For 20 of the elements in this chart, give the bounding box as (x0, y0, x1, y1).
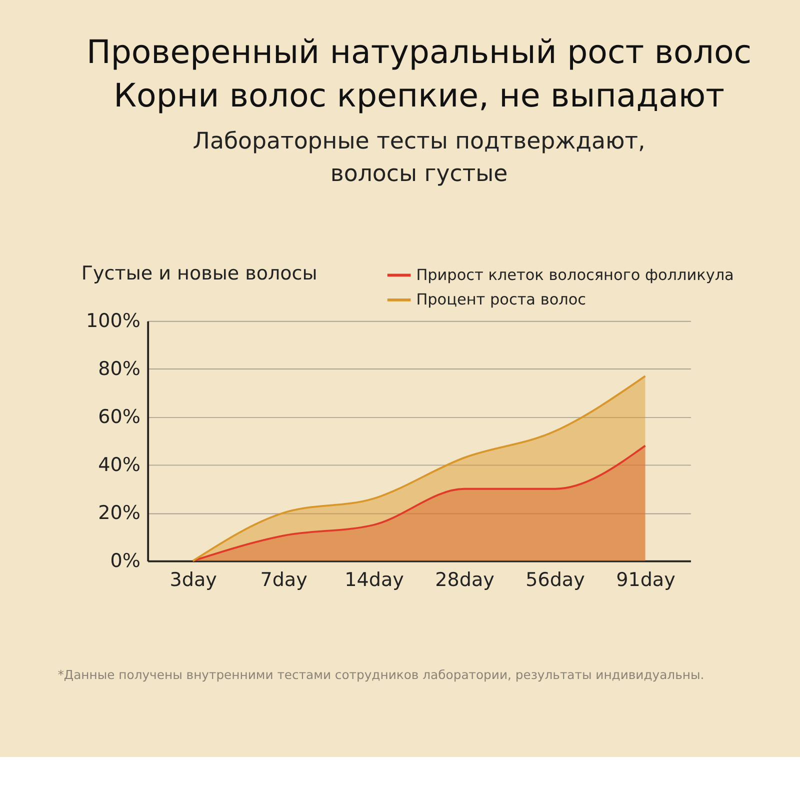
y-tick-label: 20% (98, 502, 140, 524)
x-tick-label: 3day (170, 569, 217, 592)
x-tick-label: 91day (616, 569, 676, 592)
y-tick-label: 80% (98, 358, 140, 380)
x-tick-label: 14day (344, 569, 404, 592)
y-tick-label: 100% (86, 310, 140, 332)
text: *Данные получены внутренними тестами сотрудников лаборатории, результаты индивидуальны. (58, 668, 704, 682)
y-tick-label: 0% (110, 550, 140, 572)
x-tick-label: 28day (435, 569, 494, 592)
text: Проверенный натуральный рост волос (86, 32, 752, 71)
y-tick-label: 60% (98, 406, 140, 428)
y-tick-label: 40% (98, 454, 140, 476)
x-tick-label: 56day (526, 569, 585, 592)
y-axis-title: Густые и новые волосы (81, 262, 318, 284)
text: волосы густые (330, 160, 508, 187)
x-tick-label: 7day (260, 569, 308, 592)
text: Корни волос крепкие, не выпадают (114, 76, 725, 115)
text: Лабораторные тесты подтверждают, (192, 128, 646, 154)
legend-label: Процент роста волос (416, 290, 586, 309)
legend-label: Прирост клеток волосяного фолликула (416, 266, 734, 284)
